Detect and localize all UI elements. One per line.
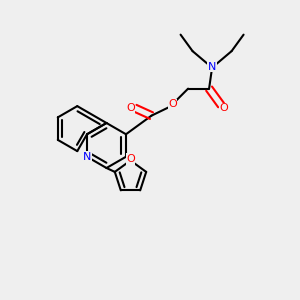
Text: O: O	[126, 103, 135, 113]
Text: O: O	[126, 154, 135, 164]
Text: O: O	[220, 103, 229, 113]
Text: N: N	[83, 152, 91, 162]
Text: N: N	[208, 62, 216, 72]
Text: O: O	[168, 99, 177, 109]
